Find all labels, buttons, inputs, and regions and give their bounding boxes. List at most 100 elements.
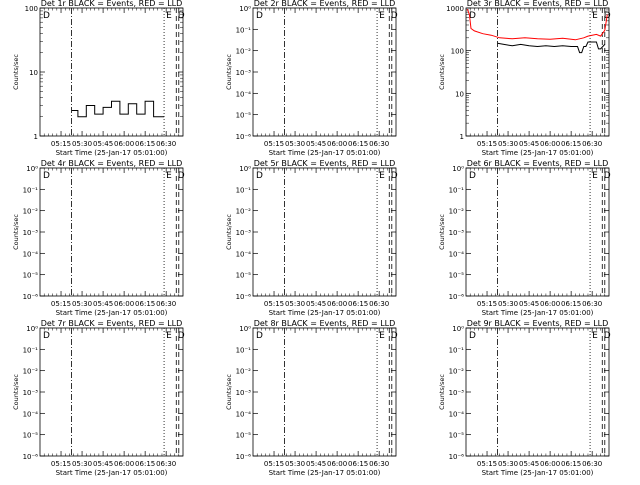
plot-frame bbox=[465, 7, 610, 137]
y-tick-label: 10⁻³ bbox=[236, 69, 252, 77]
marker-label: D bbox=[256, 11, 263, 21]
marker-label: D bbox=[604, 171, 611, 181]
y-tick-label: 10⁻⁴ bbox=[23, 250, 39, 258]
x-tick-label: 06:00 bbox=[540, 140, 560, 148]
x-axis-label: Start Time (25-Jan-17 05:01:00) bbox=[56, 309, 168, 317]
y-tick-label: 1000 bbox=[446, 5, 464, 13]
y-tick-label: 10⁻⁵ bbox=[449, 272, 465, 280]
x-tick-label: 06:00 bbox=[327, 140, 347, 148]
x-tick-label: 06:30 bbox=[369, 460, 389, 468]
x-tick-label: 06:15 bbox=[348, 140, 368, 148]
panel-title: Det 1r BLACK = Events, RED = LLD bbox=[41, 0, 183, 8]
x-tick-label: 06:00 bbox=[540, 460, 560, 468]
y-tick-label: 10⁻² bbox=[23, 208, 39, 216]
x-tick-label: 05:30 bbox=[72, 300, 92, 308]
marker-label: E bbox=[592, 331, 598, 341]
x-tick-label: 05:45 bbox=[306, 300, 326, 308]
y-axis-label: Counts/sec bbox=[438, 54, 446, 90]
y-axis-label: Counts/sec bbox=[225, 374, 233, 410]
x-tick-label: 06:15 bbox=[135, 300, 155, 308]
y-tick-label: 10⁻³ bbox=[449, 229, 465, 237]
x-tick-label: 06:00 bbox=[114, 460, 134, 468]
x-axis-label: Start Time (25-Jan-17 05:01:00) bbox=[56, 149, 168, 157]
y-tick-label: 10⁻¹ bbox=[449, 346, 465, 354]
y-tick-label: 100 bbox=[25, 5, 38, 13]
y-tick-label: 10⁻⁵ bbox=[23, 272, 39, 280]
y-tick-label: 10⁻⁴ bbox=[236, 250, 252, 258]
x-tick-label: 06:00 bbox=[114, 140, 134, 148]
marker-label: D bbox=[256, 331, 263, 341]
y-tick-label: 10⁻² bbox=[236, 48, 252, 56]
x-tick-label: 06:30 bbox=[582, 300, 602, 308]
marker-label: D bbox=[178, 171, 185, 181]
panel-det-1: Det 1r BLACK = Events, RED = LLD 1 10 100 05… bbox=[12, 0, 185, 157]
plot-frame bbox=[252, 7, 397, 137]
marker-label: E bbox=[592, 11, 598, 21]
events-series-line bbox=[71, 100, 165, 118]
x-tick-label: 06:00 bbox=[327, 460, 347, 468]
y-tick-label: 10 bbox=[29, 69, 38, 77]
y-tick-label: 10⁻⁶ bbox=[23, 453, 39, 461]
x-axis-label: Start Time (25-Jan-17 05:01:00) bbox=[482, 309, 594, 317]
y-tick-label: 10⁻³ bbox=[236, 389, 252, 397]
y-axis-label: Counts/sec bbox=[438, 214, 446, 250]
marker-label: D bbox=[178, 331, 185, 341]
marker-label: E bbox=[592, 171, 598, 181]
x-tick-label: 05:15 bbox=[264, 140, 284, 148]
y-tick-label: 10⁻¹ bbox=[236, 26, 252, 34]
marker-label: E bbox=[379, 171, 385, 181]
marker-label: D bbox=[469, 171, 476, 181]
x-tick-label: 06:30 bbox=[582, 460, 602, 468]
marker-label: E bbox=[166, 171, 172, 181]
x-tick-label: 05:15 bbox=[264, 460, 284, 468]
y-tick-label: 10⁻¹ bbox=[23, 186, 39, 194]
x-tick-label: 06:30 bbox=[369, 140, 389, 148]
y-axis-label: Counts/sec bbox=[12, 214, 20, 250]
y-tick-label: 10⁰ bbox=[239, 325, 251, 333]
y-tick-label: 10⁻² bbox=[449, 208, 465, 216]
plot-frame bbox=[39, 327, 184, 457]
x-tick-label: 05:45 bbox=[306, 460, 326, 468]
y-tick-label: 10⁻² bbox=[236, 368, 252, 376]
marker-label: D bbox=[604, 331, 611, 341]
x-tick-label: 05:30 bbox=[285, 140, 305, 148]
panel-title: Det 8r BLACK = Events, RED = LLD bbox=[254, 319, 396, 328]
panel-title: Det 9r BLACK = Events, RED = LLD bbox=[467, 319, 609, 328]
x-axis-label: Start Time (25-Jan-17 05:01:00) bbox=[269, 309, 381, 317]
x-tick-label: 05:30 bbox=[498, 460, 518, 468]
x-tick-label: 05:15 bbox=[477, 140, 497, 148]
y-tick-label: 10⁻⁵ bbox=[236, 272, 252, 280]
y-tick-label: 10⁻⁶ bbox=[236, 453, 252, 461]
plot-frame bbox=[252, 167, 397, 297]
y-tick-label: 10⁰ bbox=[452, 165, 464, 173]
x-tick-label: 06:15 bbox=[561, 460, 581, 468]
marker-label: E bbox=[379, 331, 385, 341]
x-tick-label: 05:45 bbox=[519, 460, 539, 468]
y-tick-label: 10⁰ bbox=[239, 5, 251, 13]
lld-series-line bbox=[466, 8, 608, 41]
plot-frame bbox=[465, 327, 610, 457]
y-tick-label: 10⁻³ bbox=[236, 229, 252, 237]
marker-label: D bbox=[391, 331, 398, 341]
x-tick-label: 06:15 bbox=[348, 300, 368, 308]
panel-det-3: Det 3r BLACK = Events, RED = LLD 1 10 100 10… bbox=[438, 0, 611, 157]
x-tick-label: 05:15 bbox=[477, 460, 497, 468]
marker-label: D bbox=[391, 171, 398, 181]
x-axis-label: Start Time (25-Jan-17 05:01:00) bbox=[482, 149, 594, 157]
y-tick-label: 10⁻² bbox=[449, 368, 465, 376]
y-tick-label: 10⁻⁵ bbox=[236, 112, 252, 120]
x-tick-label: 05:45 bbox=[306, 140, 326, 148]
y-tick-label: 10⁻⁴ bbox=[449, 250, 465, 258]
marker-label: D bbox=[178, 11, 185, 21]
y-tick-label: 10⁰ bbox=[239, 165, 251, 173]
panel-title: Det 5r BLACK = Events, RED = LLD bbox=[254, 159, 396, 168]
y-tick-label: 100 bbox=[451, 48, 464, 56]
y-tick-label: 1 bbox=[34, 133, 38, 141]
y-tick-label: 10⁻⁵ bbox=[449, 432, 465, 440]
x-tick-label: 06:15 bbox=[135, 140, 155, 148]
